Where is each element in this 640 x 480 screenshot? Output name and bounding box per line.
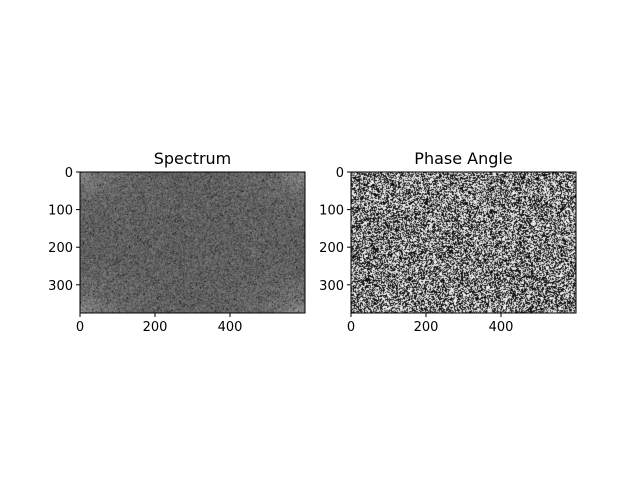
spectrum-ytick-label: 300 [48,279,73,294]
spectrum-ytick-label: 100 [48,204,73,219]
phase-angle-xtick-label: 200 [414,320,439,335]
phase-angle-ytick-label: 0 [336,166,344,181]
phase-angle-ytick-label: 200 [319,241,344,256]
spectrum-panel: Spectrum 0 200 400 0 100 200 300 [48,149,306,335]
phase-angle-panel: Phase Angle 0 200 400 0 100 200 300 [319,149,577,335]
phase-angle-frame [350,171,577,314]
spectrum-xtick-label: 0 [76,320,84,335]
phase-angle-ytick-label: 100 [319,204,344,219]
spectrum-title: Spectrum [154,149,232,168]
spectrum-frame [79,171,306,314]
spectrum-ytick-label: 200 [48,241,73,256]
phase-angle-title: Phase Angle [414,149,512,168]
phase-angle-heatmap [351,172,576,313]
phase-angle-xtick-label: 400 [489,320,514,335]
spectrum-heatmap [80,172,305,313]
spectrum-xtick-label: 200 [143,320,168,335]
spectrum-ytick-label: 0 [65,166,73,181]
phase-angle-ytick-label: 300 [319,279,344,294]
phase-angle-xtick-label: 0 [347,320,355,335]
spectrum-xtick-label: 400 [218,320,243,335]
